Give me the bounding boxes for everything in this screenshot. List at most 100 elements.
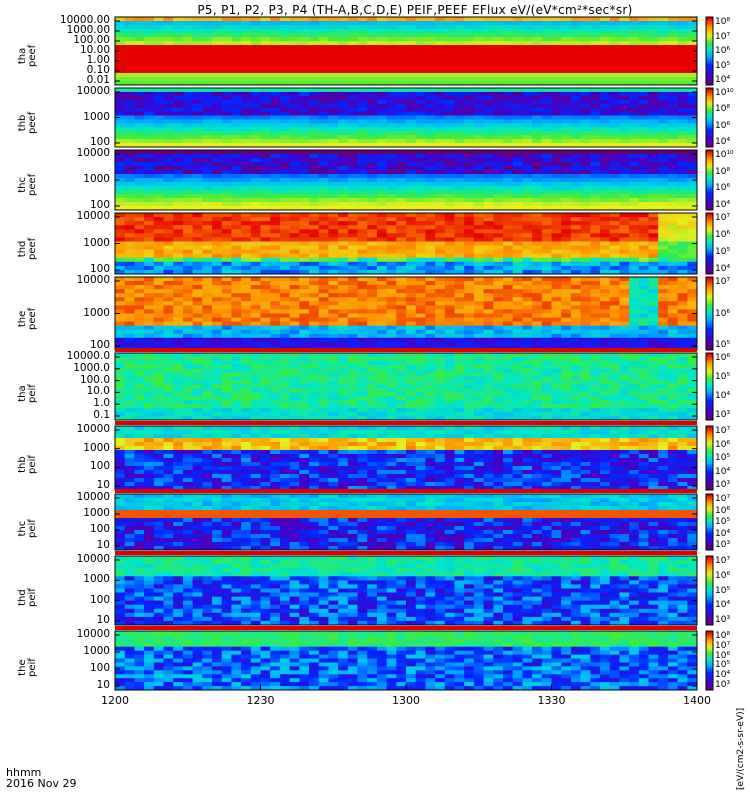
heatmap-cell: [115, 49, 126, 54]
heatmap-cell: [163, 190, 174, 195]
heatmap-cell: [638, 127, 649, 132]
heatmap-cell: [454, 325, 465, 331]
heatmap-cell: [144, 186, 155, 191]
heatmap-cell: [182, 154, 193, 159]
heatmap-cell: [115, 111, 126, 116]
heatmap-cell: [435, 103, 446, 108]
heatmap-cell: [309, 341, 320, 347]
heatmap-cell: [629, 325, 640, 331]
heatmap-cell: [570, 221, 581, 226]
heatmap-cell: [483, 321, 494, 327]
heatmap-cell: [309, 178, 320, 183]
heatmap-cell: [357, 139, 368, 144]
heatmap-cell: [512, 91, 523, 97]
heatmap-cell: [648, 241, 659, 246]
heatmap-cell: [212, 237, 223, 242]
heatmap-cell: [212, 65, 223, 70]
heatmap-cell: [279, 217, 290, 222]
heatmap-cell: [134, 178, 145, 183]
heatmap-cell: [260, 337, 271, 343]
heatmap-cell: [328, 21, 339, 26]
heatmap-cell: [289, 190, 300, 195]
heatmap-cell: [658, 269, 669, 275]
heatmap-cell: [415, 174, 426, 179]
heatmap-cell: [600, 317, 611, 323]
heatmap-cell: [386, 139, 397, 144]
heatmap-cell: [221, 41, 232, 46]
heatmap-cell: [134, 123, 145, 128]
heatmap-cell: [250, 123, 261, 128]
heatmap-cell: [551, 241, 562, 246]
heatmap-cell: [270, 257, 281, 263]
heatmap-cell: [541, 166, 552, 171]
heatmap-cell: [444, 178, 455, 183]
heatmap-cell: [667, 88, 678, 93]
heatmap-cell: [532, 281, 543, 286]
heatmap-cell: [493, 95, 504, 101]
heatmap-cell: [115, 257, 126, 263]
heatmap-cell: [260, 229, 271, 234]
heatmap-cell: [609, 37, 620, 42]
heatmap-cell: [415, 135, 426, 140]
heatmap-cell: [580, 285, 591, 290]
heatmap-cell: [299, 25, 310, 30]
heatmap-cell: [648, 162, 659, 167]
heatmap-cell: [270, 170, 281, 175]
heatmap-cell: [473, 225, 484, 230]
heatmap-cell: [212, 57, 223, 62]
heatmap-cell: [309, 182, 320, 187]
heatmap-cell: [396, 190, 407, 195]
heatmap-cell: [173, 135, 184, 140]
heatmap-cell: [464, 325, 475, 331]
heatmap-cell: [260, 65, 271, 70]
heatmap-cell: [551, 317, 562, 323]
heatmap-cell: [473, 233, 484, 238]
heatmap-cell: [648, 73, 659, 78]
heatmap-cell: [464, 166, 475, 171]
heatmap-cell: [512, 317, 523, 323]
heatmap-cell: [153, 115, 164, 120]
heatmap-cell: [609, 174, 620, 179]
heatmap-cell: [231, 217, 242, 222]
heatmap-cell: [648, 237, 659, 242]
heatmap-cell: [279, 131, 290, 136]
heatmap-cell: [250, 115, 261, 120]
heatmap-cell: [561, 297, 572, 302]
heatmap-cell: [609, 241, 620, 246]
colorbar-segment: [706, 121, 713, 124]
heatmap-cell: [289, 329, 300, 335]
heatmap-cell: [260, 91, 271, 97]
heatmap-cell: [250, 257, 261, 263]
heatmap-cell: [250, 139, 261, 144]
heatmap-cell: [687, 305, 698, 310]
heatmap-cell: [532, 127, 543, 132]
heatmap-cell: [425, 127, 436, 132]
heatmap-cell: [192, 333, 203, 339]
heatmap-cell: [638, 91, 649, 97]
heatmap-cell: [173, 115, 184, 120]
colorbar-segment: [706, 117, 713, 120]
heatmap-cell: [648, 21, 659, 26]
heatmap-cell: [124, 139, 135, 144]
heatmap-cell: [299, 198, 310, 203]
heatmap-cell: [638, 313, 649, 318]
heatmap-cell: [376, 217, 387, 222]
heatmap-cell: [212, 245, 223, 250]
heatmap-cell: [444, 33, 455, 38]
heatmap-cell: [279, 313, 290, 318]
heatmap-cell: [202, 265, 213, 271]
heatmap-cell: [212, 206, 223, 211]
heatmap-cell: [124, 313, 135, 318]
heatmap-cell: [309, 245, 320, 250]
heatmap-cell: [376, 17, 387, 22]
heatmap-cell: [406, 245, 417, 250]
heatmap-cell: [153, 297, 164, 302]
heatmap-cell: [406, 289, 417, 294]
heatmap-cell: [328, 166, 339, 171]
heatmap-cell: [357, 37, 368, 42]
heatmap-cell: [561, 69, 572, 74]
heatmap-cell: [134, 229, 145, 234]
heatmap-cell: [299, 202, 310, 207]
heatmap-cell: [231, 123, 242, 128]
heatmap-cell: [241, 158, 252, 163]
